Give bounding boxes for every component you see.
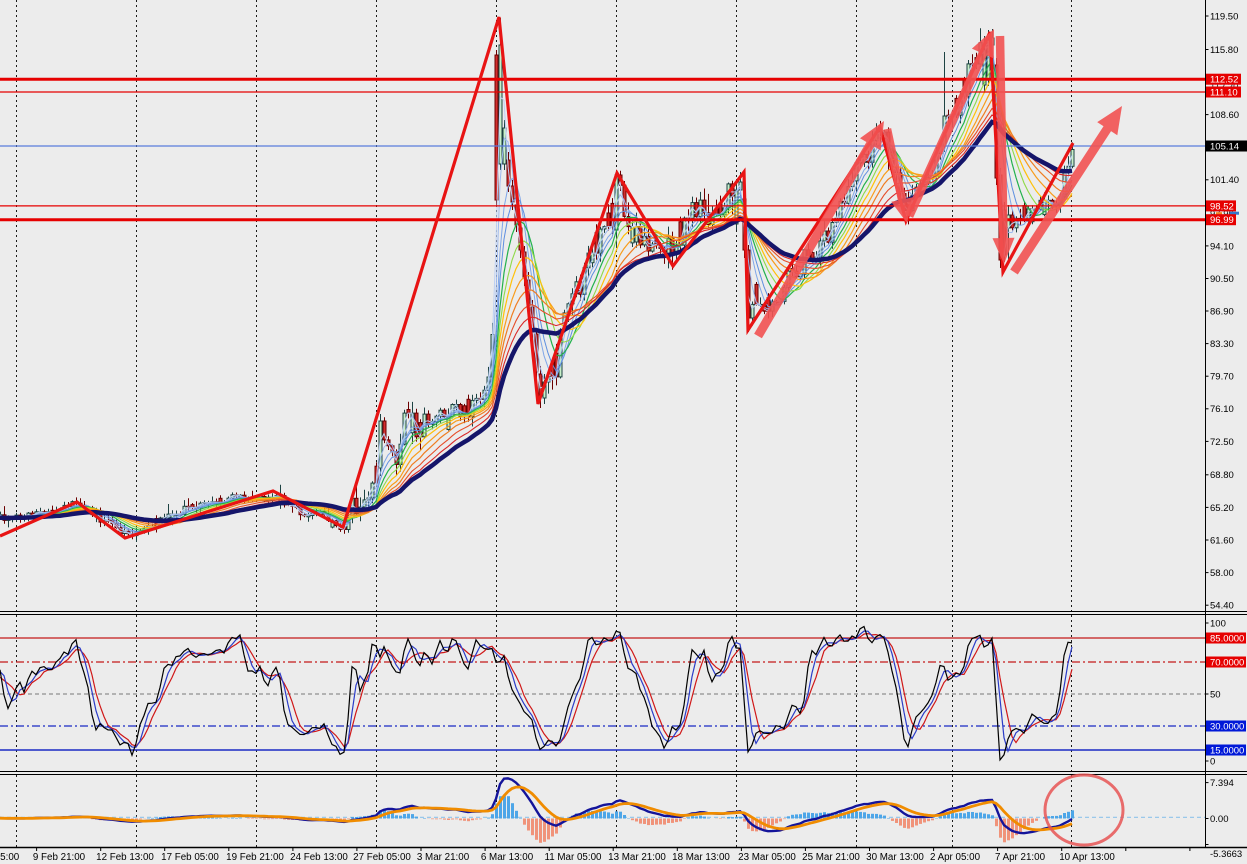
svg-text:24 Feb 13:00: 24 Feb 13:00 — [290, 852, 348, 863]
svg-text:119.50: 119.50 — [1210, 11, 1238, 22]
svg-text:105.14: 105.14 — [1210, 141, 1239, 152]
svg-text:7 Apr 21:00: 7 Apr 21:00 — [995, 852, 1046, 863]
svg-text:0.00: 0.00 — [1210, 814, 1229, 825]
svg-text:-5.3663: -5.3663 — [1210, 849, 1242, 860]
svg-text:23 Mar 05:00: 23 Mar 05:00 — [738, 852, 796, 863]
svg-text:17 Feb 05:00: 17 Feb 05:00 — [161, 852, 219, 863]
svg-text:15.0000: 15.0000 — [1210, 745, 1244, 756]
svg-text:115.80: 115.80 — [1210, 45, 1238, 56]
svg-text:72.50: 72.50 — [1210, 437, 1234, 448]
svg-text:25 Mar 21:00: 25 Mar 21:00 — [802, 852, 860, 863]
svg-text:54.40: 54.40 — [1210, 601, 1234, 612]
svg-text:0: 0 — [1210, 756, 1215, 767]
svg-text:18 Mar 13:00: 18 Mar 13:00 — [672, 852, 730, 863]
svg-text:96.99: 96.99 — [1210, 215, 1234, 226]
svg-text:61.60: 61.60 — [1210, 535, 1234, 546]
svg-text:101.40: 101.40 — [1210, 175, 1239, 186]
svg-text:94.10: 94.10 — [1210, 241, 1234, 252]
svg-text:10 Apr 13:00: 10 Apr 13:00 — [1059, 852, 1115, 863]
svg-text:86.90: 86.90 — [1210, 306, 1234, 317]
svg-text:58.00: 58.00 — [1210, 568, 1234, 579]
svg-text:2 Apr 05:00: 2 Apr 05:00 — [930, 852, 981, 863]
svg-text:85.0000: 85.0000 — [1210, 633, 1244, 644]
svg-text:90.50: 90.50 — [1210, 274, 1234, 285]
svg-text:05:00: 05:00 — [0, 852, 20, 863]
svg-text:19 Feb 21:00: 19 Feb 21:00 — [226, 852, 284, 863]
svg-text:83.30: 83.30 — [1210, 339, 1234, 350]
svg-text:13 Mar 21:00: 13 Mar 21:00 — [608, 852, 666, 863]
svg-text:79.70: 79.70 — [1210, 372, 1234, 383]
svg-text:7.394: 7.394 — [1210, 778, 1234, 789]
svg-text:3 Mar 21:00: 3 Mar 21:00 — [417, 852, 470, 863]
svg-text:30 Mar 13:00: 30 Mar 13:00 — [866, 852, 924, 863]
svg-text:70.0000: 70.0000 — [1210, 657, 1244, 668]
svg-text:100: 100 — [1210, 618, 1226, 629]
svg-text:9 Feb 21:00: 9 Feb 21:00 — [33, 852, 86, 863]
svg-text:111.10: 111.10 — [1210, 87, 1238, 98]
svg-text:68.80: 68.80 — [1210, 470, 1234, 481]
svg-text:11 Mar 05:00: 11 Mar 05:00 — [544, 852, 602, 863]
svg-text:98.52: 98.52 — [1210, 201, 1234, 212]
svg-text:30.0000: 30.0000 — [1210, 721, 1244, 732]
svg-text:112.52: 112.52 — [1210, 75, 1238, 86]
svg-text:50: 50 — [1210, 689, 1221, 700]
svg-text:27 Feb 05:00: 27 Feb 05:00 — [353, 852, 411, 863]
svg-text:12 Feb 13:00: 12 Feb 13:00 — [96, 852, 154, 863]
svg-text:65.20: 65.20 — [1210, 503, 1234, 514]
svg-text:6 Mar 13:00: 6 Mar 13:00 — [481, 852, 534, 863]
svg-text:76.10: 76.10 — [1210, 404, 1234, 415]
svg-text:108.60: 108.60 — [1210, 110, 1239, 121]
